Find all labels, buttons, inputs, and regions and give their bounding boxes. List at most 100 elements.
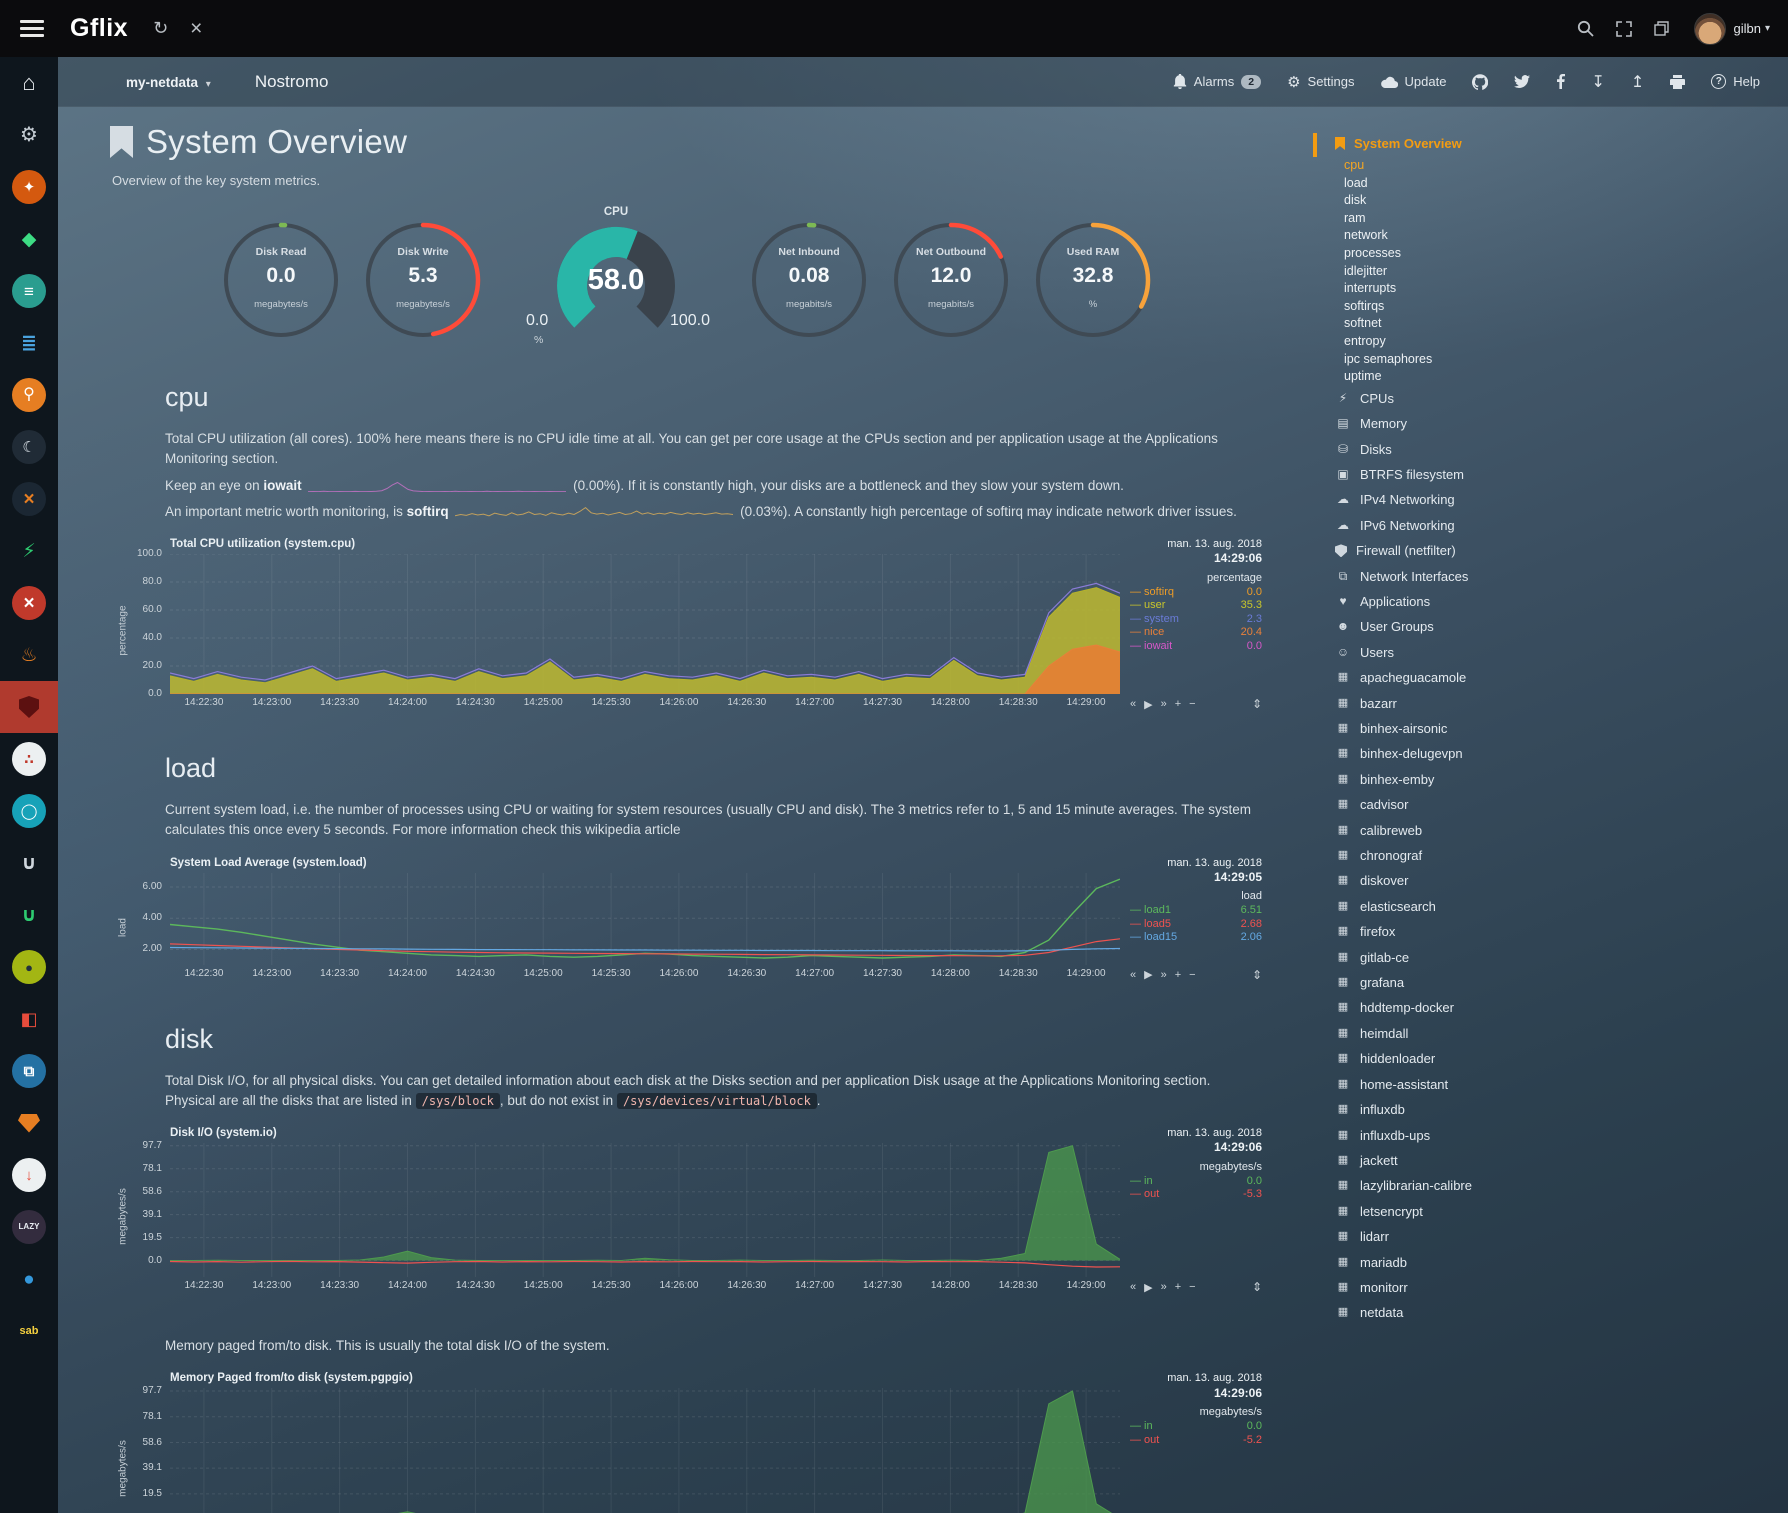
menu-app-binhex-airsonic[interactable]: ▦ binhex-airsonic (1313, 716, 1773, 741)
sidebar-app-app-equalizer[interactable]: ≣ (0, 317, 58, 369)
sidebar-app-app-download[interactable]: ↓ (0, 1149, 58, 1201)
pan-backward-button[interactable]: « (1130, 1281, 1137, 1293)
menu-app-letsencrypt[interactable]: ▦ letsencrypt (1313, 1199, 1773, 1224)
softirq-sparkline[interactable] (455, 504, 734, 517)
menu-app-gitlab-ce[interactable]: ▦ gitlab-ce (1313, 945, 1773, 970)
menu-item-ram[interactable]: ram (1344, 210, 1366, 225)
help-button[interactable]: ? Help (1711, 74, 1760, 89)
legend-item-out[interactable]: — out -5.2 (1130, 1434, 1262, 1448)
sidebar-app-home[interactable]: ⌂ (0, 57, 58, 109)
sidebar-app-app-window[interactable]: ⧉ (0, 1045, 58, 1097)
wikipedia-link[interactable]: wikipedia article (585, 822, 681, 838)
sidebar-app-app-dot-olive[interactable]: ● (0, 941, 58, 993)
sidebar-app-app-flame[interactable]: ♨ (0, 629, 58, 681)
menu-app-apacheguacamole[interactable]: ▦ apacheguacamole (1313, 665, 1773, 690)
menu-item-cpu[interactable]: cpu (1344, 158, 1365, 172)
menu-app-hiddenloader[interactable]: ▦ hiddenloader (1313, 1046, 1773, 1071)
diskio-plot-area[interactable] (170, 1143, 1120, 1277)
menu-app-lidarr[interactable]: ▦ lidarr (1313, 1224, 1773, 1249)
legend-item-user[interactable]: — user 35.3 (1130, 599, 1262, 613)
sidebar-app-netdata[interactable] (0, 681, 58, 733)
menu-system-overview[interactable]: System Overview (1313, 133, 1773, 157)
menu-app-influxdb[interactable]: ▦ influxdb (1313, 1097, 1773, 1122)
menu-section-btrfs-filesystem[interactable]: ▣ BTRFS filesystem (1313, 462, 1773, 487)
sidebar-app-app-list[interactable]: ≡ (0, 265, 58, 317)
gauge-net-outbound[interactable]: Net Outbound 12.0 megabits/s (890, 219, 1012, 341)
pan-forward-button[interactable]: » (1160, 1281, 1167, 1293)
user-menu-caret[interactable]: ▾ (1764, 23, 1770, 34)
menu-item-ipc-semaphores[interactable]: ipc semaphores (1344, 351, 1433, 366)
menu-app-cadvisor[interactable]: ▦ cadvisor (1313, 792, 1773, 817)
download-icon[interactable]: ↧ (1591, 73, 1605, 91)
menu-app-home-assistant[interactable]: ▦ home-assistant (1313, 1072, 1773, 1097)
menu-section-memory[interactable]: ▤ Memory (1313, 411, 1773, 436)
close-icon[interactable]: × (190, 16, 203, 40)
pan-backward-button[interactable]: « (1130, 698, 1137, 710)
gauge-disk-read[interactable]: Disk Read 0.0 megabytes/s (220, 219, 342, 341)
hamburger-menu-button[interactable] (20, 20, 44, 37)
legend-item-softirq[interactable]: — softirq 0.0 (1130, 586, 1262, 600)
gauge-cpu[interactable]: CPU 58.0 0.0 100.0% (516, 206, 716, 354)
search-icon[interactable] (1577, 20, 1594, 37)
menu-app-jackett[interactable]: ▦ jackett (1313, 1148, 1773, 1173)
menu-app-mariadb[interactable]: ▦ mariadb (1313, 1250, 1773, 1275)
menu-app-lazylibrarian-calibre[interactable]: ▦ lazylibrarian-calibre (1313, 1173, 1773, 1198)
github-icon[interactable] (1472, 73, 1489, 90)
zoom-in-button[interactable]: + (1174, 698, 1182, 710)
legend-item-load1[interactable]: — load1 6.51 (1130, 904, 1262, 918)
menu-app-elasticsearch[interactable]: ▦ elasticsearch (1313, 894, 1773, 919)
menu-app-netdata[interactable]: ▦ netdata (1313, 1300, 1773, 1325)
menu-item-softnet[interactable]: softnet (1344, 316, 1382, 331)
sidebar-app-app-swirl[interactable]: ✦ (0, 161, 58, 213)
menu-section-network-interfaces[interactable]: ⧉ Network Interfaces (1313, 564, 1773, 589)
menu-app-calibreweb[interactable]: ▦ calibreweb (1313, 818, 1773, 843)
load-plot-area[interactable] (170, 872, 1120, 965)
menu-app-binhex-emby[interactable]: ▦ binhex-emby (1313, 767, 1773, 792)
menu-section-users[interactable]: ☺ Users (1313, 640, 1773, 665)
sidebar-app-app-search[interactable]: ⚲ (0, 369, 58, 421)
play-button[interactable]: ▶ (1144, 1281, 1153, 1294)
legend-item-in[interactable]: — in 0.0 (1130, 1175, 1262, 1189)
sidebar-app-settings[interactable]: ⚙ (0, 109, 58, 161)
sidebar-app-app-u-green[interactable]: ∪ (0, 889, 58, 941)
sidebar-app-sabnzbd[interactable]: sab (0, 1305, 58, 1357)
menu-item-disk[interactable]: disk (1344, 193, 1367, 208)
menu-section-firewall-netfilter-[interactable]: Firewall (netfilter) (1313, 538, 1773, 563)
update-button[interactable]: Update (1380, 74, 1446, 89)
menu-section-disks[interactable]: ⛁ Disks (1313, 437, 1773, 462)
username[interactable]: gilbn (1733, 21, 1761, 36)
print-icon[interactable] (1670, 74, 1686, 89)
zoom-out-button[interactable]: − (1189, 968, 1196, 981)
menu-app-chronograf[interactable]: ▦ chronograf (1313, 843, 1773, 868)
iowait-sparkline[interactable] (308, 478, 567, 492)
window-restore-icon[interactable] (1653, 21, 1669, 36)
menu-section-applications[interactable]: ♥ Applications (1313, 589, 1773, 614)
zoom-in-button[interactable]: + (1174, 968, 1182, 981)
legend-item-load15[interactable]: — load15 2.06 (1130, 931, 1262, 945)
legend-item-iowait[interactable]: — iowait 0.0 (1130, 640, 1262, 654)
sidebar-app-app-ring[interactable]: ◯ (0, 785, 58, 837)
menu-item-idlejitter[interactable]: idlejitter (1344, 263, 1388, 278)
gauge-used-ram[interactable]: Used RAM 32.8% (1032, 219, 1154, 341)
menu-item-uptime[interactable]: uptime (1344, 369, 1382, 384)
resize-button[interactable]: ⇕ (1251, 967, 1262, 982)
sidebar-app-app-drop[interactable]: ● (0, 1253, 58, 1305)
legend-item-in[interactable]: — in 0.0 (1130, 1420, 1262, 1434)
menu-app-influxdb-ups[interactable]: ▦ influxdb-ups (1313, 1123, 1773, 1148)
gauge-net-inbound[interactable]: Net Inbound 0.08 megabits/s (748, 219, 870, 341)
play-button[interactable]: ▶ (1144, 969, 1153, 981)
zoom-out-button[interactable]: − (1189, 698, 1196, 710)
pan-backward-button[interactable]: « (1130, 968, 1137, 981)
refresh-icon[interactable]: ↻ (153, 18, 169, 38)
twitter-icon[interactable] (1514, 75, 1531, 88)
menu-item-entropy[interactable]: entropy (1344, 333, 1386, 348)
zoom-out-button[interactable]: − (1189, 1281, 1196, 1293)
sidebar-app-app-pill[interactable]: ◧ (0, 993, 58, 1045)
menu-app-binhex-delugevpn[interactable]: ▦ binhex-delugevpn (1313, 741, 1773, 766)
menu-item-network[interactable]: network (1344, 228, 1388, 243)
menu-section-ipv4-networking[interactable]: ☁ IPv4 Networking (1313, 487, 1773, 512)
sidebar-app-gitlab[interactable] (0, 1097, 58, 1149)
menu-app-hddtemp-docker[interactable]: ▦ hddtemp-docker (1313, 995, 1773, 1020)
menu-item-interrupts[interactable]: interrupts (1344, 281, 1397, 296)
settings-button[interactable]: ⚙ Settings (1287, 73, 1354, 91)
